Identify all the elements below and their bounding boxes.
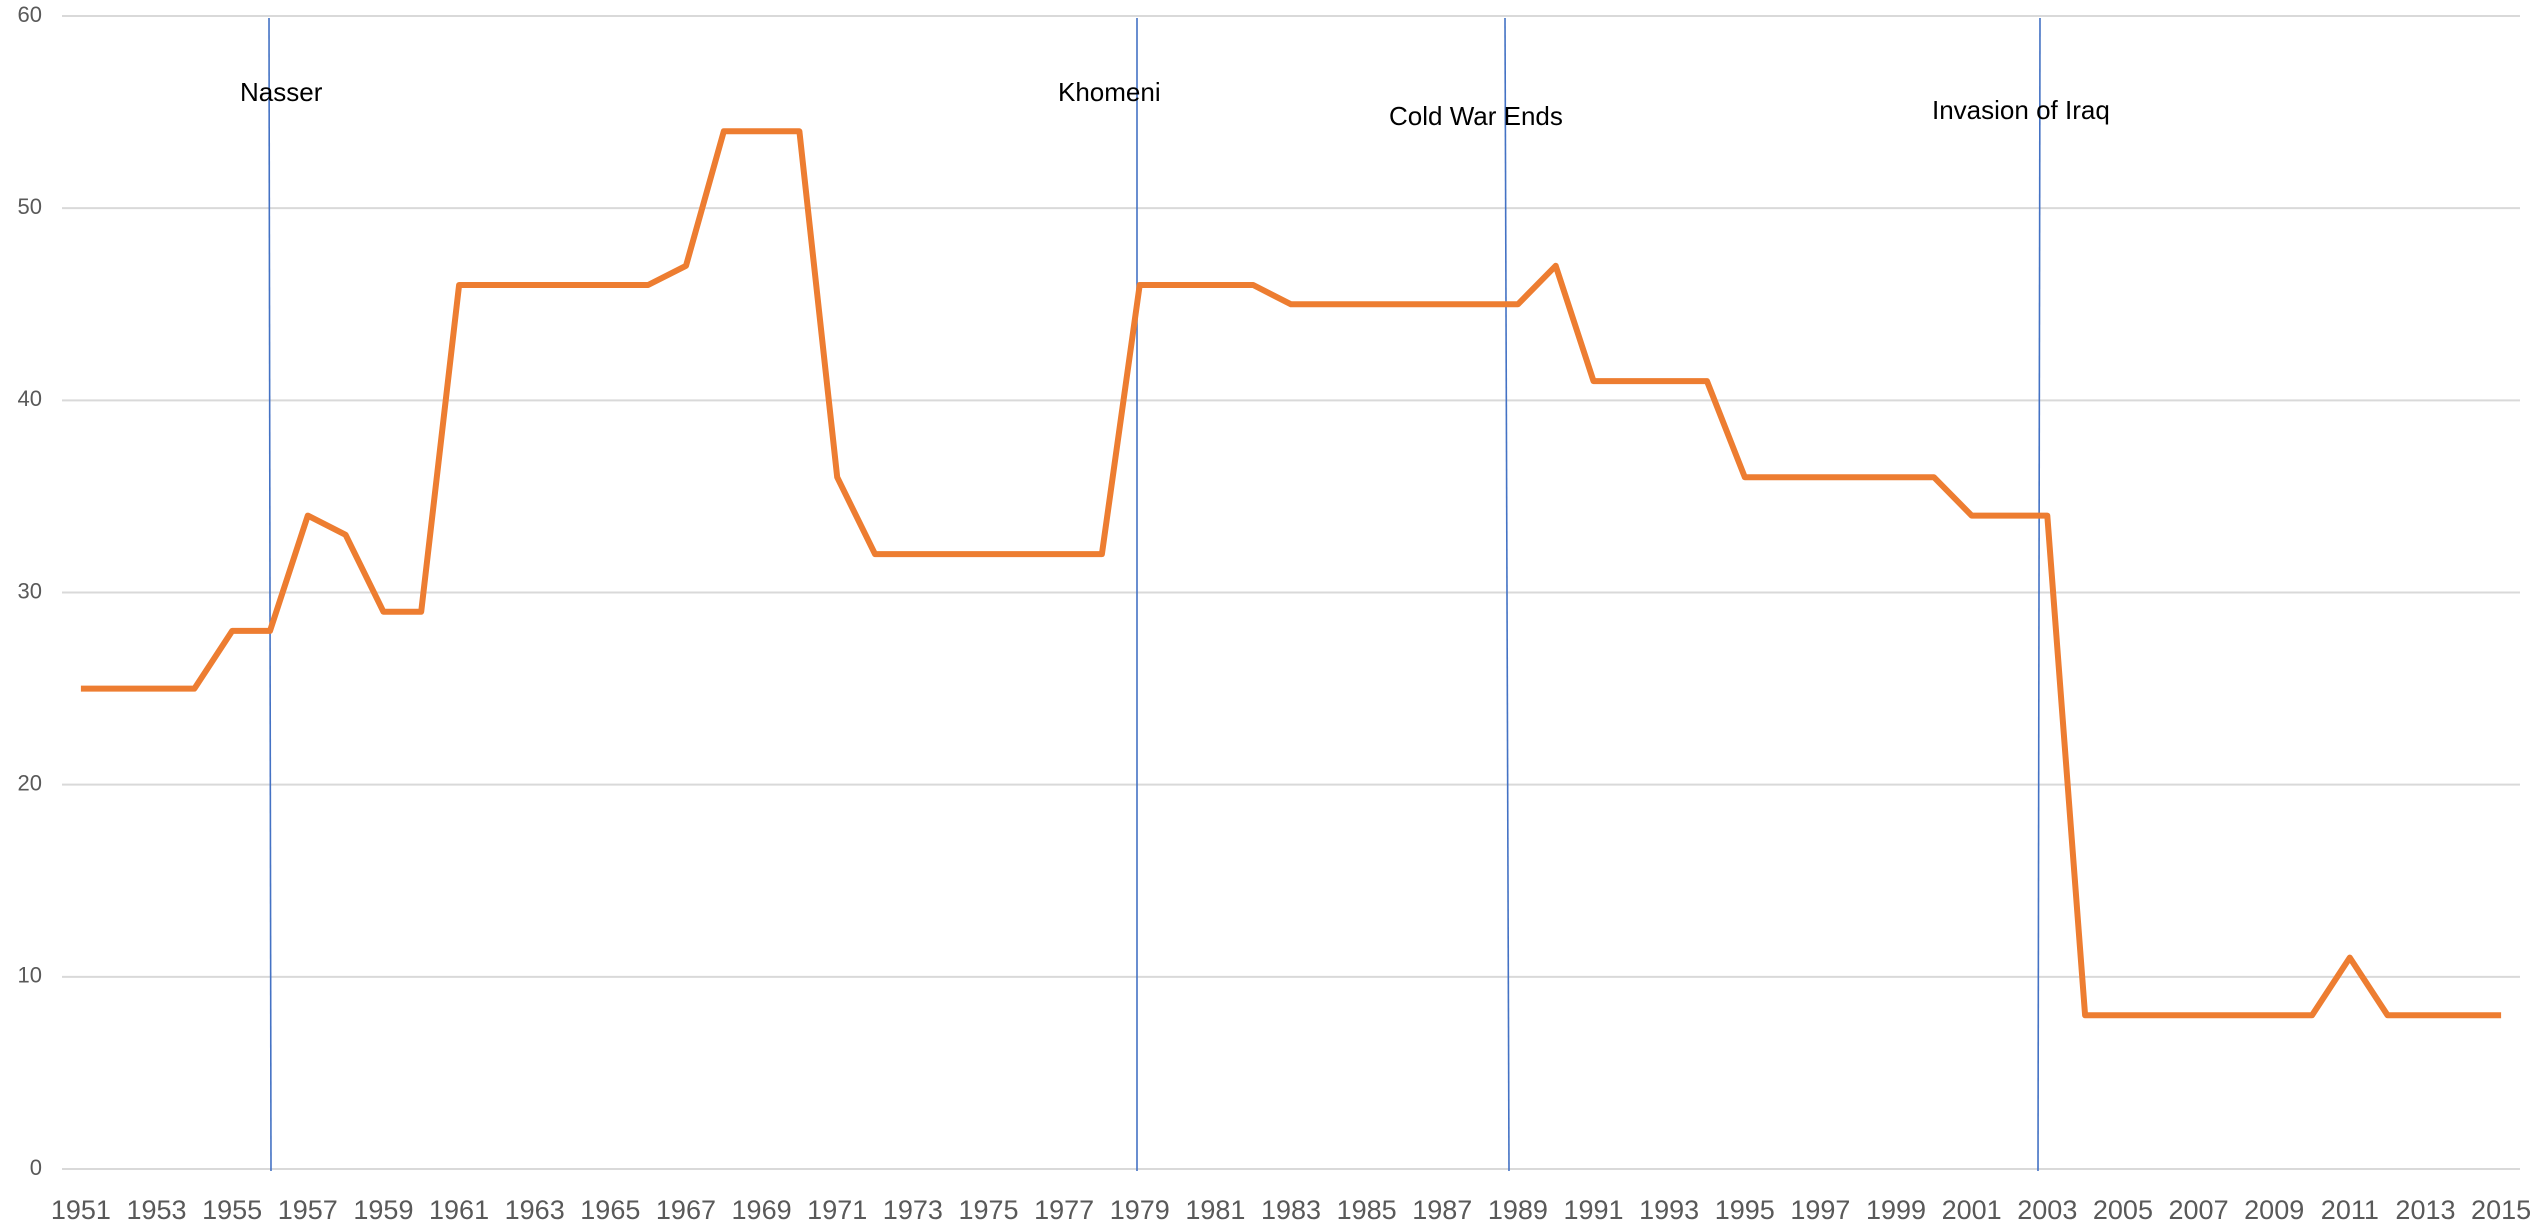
x-tick-label: 1989 bbox=[1488, 1195, 1548, 1225]
y-tick-label: 0 bbox=[30, 1155, 42, 1180]
x-tick-label: 2007 bbox=[2169, 1195, 2229, 1225]
x-tick-label: 1993 bbox=[1639, 1195, 1699, 1225]
x-tick-label: 1995 bbox=[1715, 1195, 1775, 1225]
event-line bbox=[1504, 17, 1510, 1172]
x-tick-label: 2011 bbox=[2321, 1195, 2379, 1225]
x-tick-label: 1991 bbox=[1563, 1195, 1623, 1225]
x-tick-label: 1955 bbox=[202, 1195, 262, 1225]
x-tick-label: 1959 bbox=[353, 1195, 413, 1225]
x-tick-label: 1975 bbox=[958, 1195, 1018, 1225]
y-tick-label: 30 bbox=[18, 578, 42, 603]
x-tick-label: 2005 bbox=[2093, 1195, 2153, 1225]
x-tick-label: 2001 bbox=[1942, 1195, 2002, 1225]
series-line bbox=[80, 128, 2502, 1019]
y-tick-label: 60 bbox=[18, 2, 42, 27]
x-tick-label: 1985 bbox=[1337, 1195, 1397, 1225]
y-tick-label: 20 bbox=[18, 770, 42, 795]
x-tick-label: 1983 bbox=[1261, 1195, 1321, 1225]
x-tick-label: 1951 bbox=[51, 1195, 111, 1225]
x-tick-label: 1987 bbox=[1412, 1195, 1472, 1225]
x-tick-label: 1979 bbox=[1110, 1195, 1170, 1225]
event-line bbox=[268, 17, 272, 1172]
x-tick-label: 1957 bbox=[278, 1195, 338, 1225]
x-tick-label: 1961 bbox=[429, 1195, 489, 1225]
x-tick-label: 1967 bbox=[656, 1195, 716, 1225]
x-tick-label: 1977 bbox=[1034, 1195, 1094, 1225]
annotation: Cold War Ends bbox=[1389, 101, 1563, 131]
annotation: Invasion of Iraq bbox=[1932, 95, 2110, 125]
y-tick-label: 50 bbox=[18, 194, 42, 219]
y-tick-label: 10 bbox=[18, 963, 42, 988]
x-tick-label: 2003 bbox=[2017, 1195, 2077, 1225]
x-tick-label: 1965 bbox=[580, 1195, 640, 1225]
x-tick-label: 1953 bbox=[126, 1195, 186, 1225]
x-tick-label: 1969 bbox=[732, 1195, 792, 1225]
x-tick-label: 1981 bbox=[1185, 1195, 1245, 1225]
annotation: Khomeni bbox=[1058, 77, 1161, 107]
event-line bbox=[2037, 17, 2041, 1172]
y-tick-label: 40 bbox=[18, 386, 42, 411]
x-tick-label: 1971 bbox=[807, 1195, 867, 1225]
x-tick-label: 2015 bbox=[2471, 1195, 2531, 1225]
x-tick-label: 1963 bbox=[505, 1195, 565, 1225]
x-tick-label: 1997 bbox=[1790, 1195, 1850, 1225]
x-tick-label: 2013 bbox=[2395, 1195, 2455, 1225]
x-tick-label: 1999 bbox=[1866, 1195, 1926, 1225]
annotation: Nasser bbox=[240, 77, 323, 107]
x-tick-label: 1973 bbox=[883, 1195, 943, 1225]
x-tick-label: 2009 bbox=[2244, 1195, 2304, 1225]
